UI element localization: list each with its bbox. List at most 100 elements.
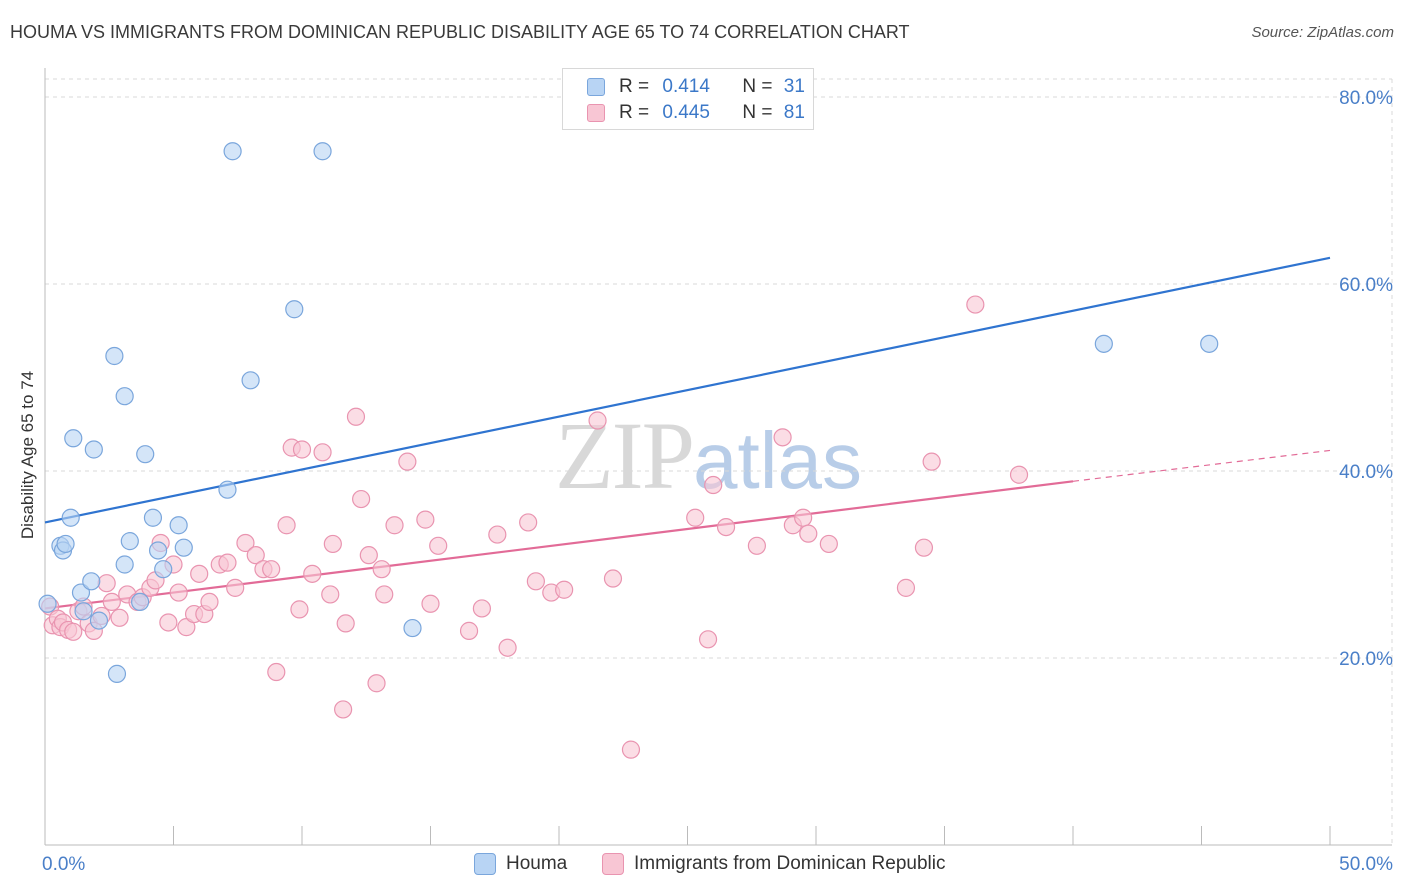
dominican-point [236, 533, 255, 553]
houma-point [105, 346, 124, 366]
dominican-point [416, 510, 435, 529]
dominican-point [359, 546, 378, 565]
houma-point [285, 300, 304, 319]
dominican-point [367, 674, 386, 693]
dominican-point [519, 513, 538, 532]
dominican-point [303, 564, 322, 583]
legend-row-houma: R = 0.414 N = 31 [587, 75, 805, 99]
houma-point [82, 572, 101, 591]
dominican-point [352, 489, 371, 509]
dominican-point [334, 700, 353, 719]
dominican-point [102, 592, 121, 612]
y-tick-label: 80.0% [1339, 88, 1393, 109]
houma-point [120, 532, 139, 551]
n-label: N = [742, 76, 773, 97]
dominican-r-value: 0.445 [662, 102, 710, 123]
r-label: R = [619, 102, 650, 123]
houma-point [143, 508, 163, 527]
houma-trendline [44, 256, 1331, 524]
watermark: ZIPatlas [555, 400, 862, 511]
dominican-point [110, 608, 129, 627]
dominican-point [472, 599, 491, 618]
houma-point [74, 602, 93, 621]
dominican-point [773, 428, 792, 447]
dominican-point [429, 536, 448, 555]
y-tick-label: 60.0% [1339, 275, 1393, 296]
y-axis-label: Disability Age 65 to 74 [18, 371, 37, 539]
houma-point [403, 618, 422, 638]
dominican-point [267, 662, 286, 682]
dominican-point [321, 585, 340, 604]
dominican-point [698, 630, 718, 649]
dominican-point [200, 592, 219, 612]
houma-point [115, 387, 134, 406]
houma-point [107, 664, 127, 683]
r-label: R = [619, 76, 650, 97]
dominican-point [799, 524, 818, 543]
dominican-point [686, 508, 705, 527]
dominican-point [704, 475, 723, 495]
houma-point [223, 142, 242, 161]
houma-point [136, 445, 155, 464]
dominican-trendline-extension [1072, 449, 1331, 482]
dominican-point [1009, 465, 1029, 484]
dominican-point [336, 614, 355, 633]
houma-point [61, 508, 80, 527]
houma-point [130, 592, 150, 612]
dominican-point [621, 740, 641, 759]
legend-row-dominican: R = 0.445 N = 81 [587, 101, 805, 125]
dominican-point [603, 569, 623, 588]
dominican-point [421, 594, 440, 613]
houma-point [71, 583, 91, 602]
houma-point [56, 534, 75, 554]
dominican-point [398, 452, 417, 471]
houma-point [154, 560, 173, 579]
houma-point [89, 611, 109, 630]
dominican-point [375, 585, 394, 604]
dominican-point [747, 536, 766, 555]
dominican-point [716, 517, 736, 537]
dominican-point [169, 583, 188, 602]
dominican-point [290, 600, 309, 619]
dominican-point [588, 411, 607, 430]
source-label: Source: ZipAtlas.com [1251, 24, 1394, 41]
correlation-legend: R = 0.414 N = 31 R = 0.445 N = 81 [562, 68, 814, 130]
bottom-legend-houma: Houma [474, 852, 567, 876]
bottom-legend-dominican: Immigrants from Dominican Republic [602, 852, 946, 876]
dominican-point [914, 538, 934, 557]
houma-n-value: 31 [783, 76, 805, 97]
dominican-point [323, 534, 342, 554]
n-label: N = [742, 102, 773, 123]
dominican-point [488, 525, 507, 544]
dominican-point [159, 613, 178, 632]
dominican-point [346, 407, 366, 426]
houma-point [174, 538, 193, 557]
dominican-point [277, 516, 296, 535]
x-tick-label-min: 0.0% [42, 854, 85, 875]
dominican-point [922, 452, 941, 471]
houma-point [84, 440, 103, 459]
houma-point [169, 516, 188, 535]
x-tick-label-max: 50.0% [1339, 854, 1393, 875]
dominican-n-value: 81 [783, 102, 805, 123]
dominican-point [226, 578, 245, 597]
y-tick-label: 20.0% [1339, 649, 1393, 670]
dominican-point [966, 295, 985, 314]
houma-point [64, 429, 83, 448]
houma-point [313, 142, 332, 161]
dominican-point [218, 553, 237, 572]
dominican-legend-label: Immigrants from Dominican Republic [634, 853, 946, 874]
houma-point [38, 594, 57, 613]
dominican-point [190, 564, 209, 583]
dominican-point [526, 572, 545, 591]
houma-point [218, 480, 237, 499]
watermark-zip: ZIP [555, 402, 695, 509]
houma-point [1094, 334, 1113, 353]
dominican-legend-swatch [602, 853, 624, 875]
dominican-swatch [587, 104, 605, 122]
dominican-point [819, 534, 838, 554]
dominican-point [498, 638, 517, 657]
chart-title: HOUMA VS IMMIGRANTS FROM DOMINICAN REPUB… [10, 22, 910, 42]
houma-r-value: 0.414 [662, 76, 710, 97]
dominican-point [262, 560, 281, 579]
